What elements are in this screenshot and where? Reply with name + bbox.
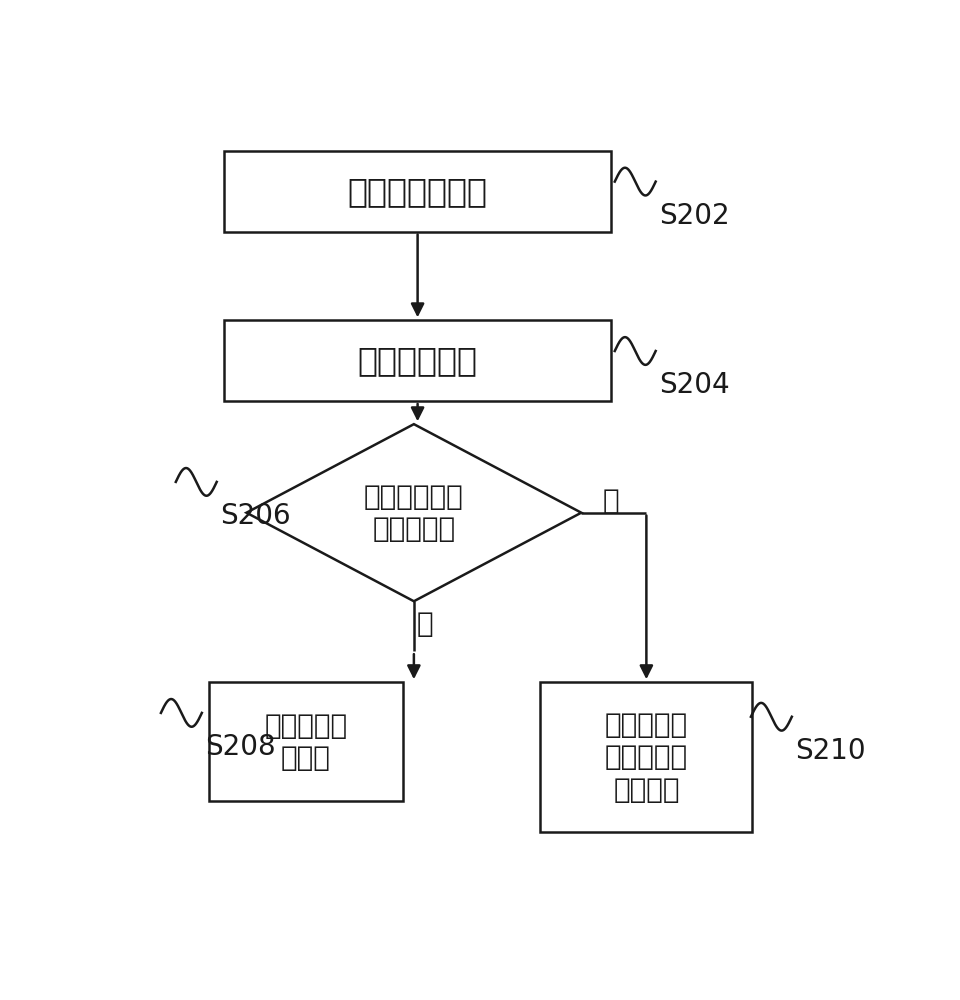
Text: 继续按原电
流充电: 继续按原电 流充电 bbox=[264, 712, 348, 772]
Text: 各参数均在允
许范围内？: 各参数均在允 许范围内？ bbox=[364, 483, 464, 543]
Text: 发送信息至
充电机要求
减小电流: 发送信息至 充电机要求 减小电流 bbox=[605, 711, 688, 804]
Bar bbox=[225, 151, 611, 232]
Text: S206: S206 bbox=[221, 502, 291, 530]
Bar bbox=[209, 682, 403, 801]
Text: S202: S202 bbox=[660, 202, 730, 230]
Bar bbox=[540, 682, 753, 832]
Text: 参数初始化设置: 参数初始化设置 bbox=[348, 175, 488, 208]
Text: 否: 否 bbox=[603, 487, 619, 515]
Text: S208: S208 bbox=[205, 733, 276, 761]
Text: S204: S204 bbox=[660, 371, 730, 399]
Text: S210: S210 bbox=[796, 737, 866, 765]
Polygon shape bbox=[247, 424, 581, 601]
Text: 接收检测参数: 接收检测参数 bbox=[357, 344, 478, 377]
Bar bbox=[225, 320, 611, 401]
Text: 是: 是 bbox=[417, 610, 433, 638]
